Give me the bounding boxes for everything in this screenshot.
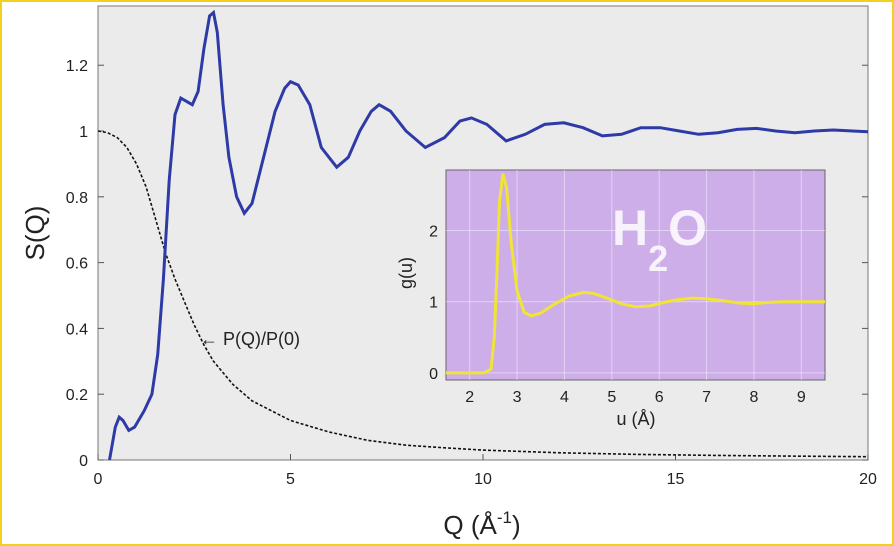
- inset-x-axis-label: u (Å): [616, 409, 655, 429]
- inset-x-tick-label-4: 6: [655, 389, 664, 406]
- main-x-axis-label-sup: -1: [497, 508, 512, 527]
- inset-x-tick-label-1: 3: [513, 389, 522, 406]
- inset-formula-sub: 2: [648, 238, 668, 279]
- main-y-tick-label-0: 0: [79, 453, 88, 470]
- main-x-tick-label-2: 10: [474, 471, 492, 488]
- inset-y-ticks: 0 1 2: [429, 224, 438, 383]
- inset-formula-main: H: [612, 200, 648, 256]
- main-x-axis-label: Q (Å-1): [443, 508, 520, 540]
- inset-y-tick-label-1: 1: [429, 295, 438, 312]
- main-x-axis-label-close: ): [512, 510, 521, 540]
- inset-series-line: [446, 173, 825, 375]
- inset-x-tick-label-7: 9: [797, 389, 806, 406]
- main-x-tick-label-0: 0: [94, 471, 103, 488]
- inset-x-tick-label-6: 8: [749, 389, 758, 406]
- main-x-tick-label-4: 20: [859, 471, 877, 488]
- main-y-ticks: 0 0.2 0.4 0.6 0.8 1 1.2: [66, 58, 868, 470]
- main-x-tick-label-1: 5: [286, 471, 295, 488]
- main-y-tick-label-5: 1: [79, 124, 88, 141]
- main-y-tick-label-3: 0.6: [66, 256, 88, 273]
- inset-formula-label: H2O: [612, 200, 707, 279]
- inset-formula-end: O: [668, 200, 707, 256]
- inset-x-ticks: 2 3 4 5 6 7 8 9: [465, 389, 806, 406]
- main-y-tick-label-2: 0.4: [66, 321, 88, 338]
- main-y-tick-label-6: 1.2: [66, 58, 88, 75]
- inset-y-tick-label-2: 2: [429, 224, 438, 241]
- main-y-tick-label-1: 0.2: [66, 387, 88, 404]
- main-y-tick-label-4: 0.8: [66, 190, 88, 207]
- inset-x-tick-label-5: 7: [702, 389, 711, 406]
- main-series-dashed-line: [97, 130, 869, 458]
- main-series-solid-line: [108, 9, 869, 461]
- inset-y-axis-label: g(u): [396, 257, 416, 289]
- inset-x-tick-label-0: 2: [465, 389, 474, 406]
- inset-y-tick-label-0: 0: [429, 366, 438, 383]
- main-x-tick-label-3: 15: [667, 471, 685, 488]
- main-y-axis-label: S(Q): [20, 206, 50, 261]
- main-annotation: ← P(Q)/P(0): [200, 329, 300, 349]
- inset-x-tick-label-3: 5: [607, 389, 616, 406]
- main-x-axis-label-text: Q (Å: [443, 510, 497, 540]
- inset-x-tick-label-2: 4: [560, 389, 569, 406]
